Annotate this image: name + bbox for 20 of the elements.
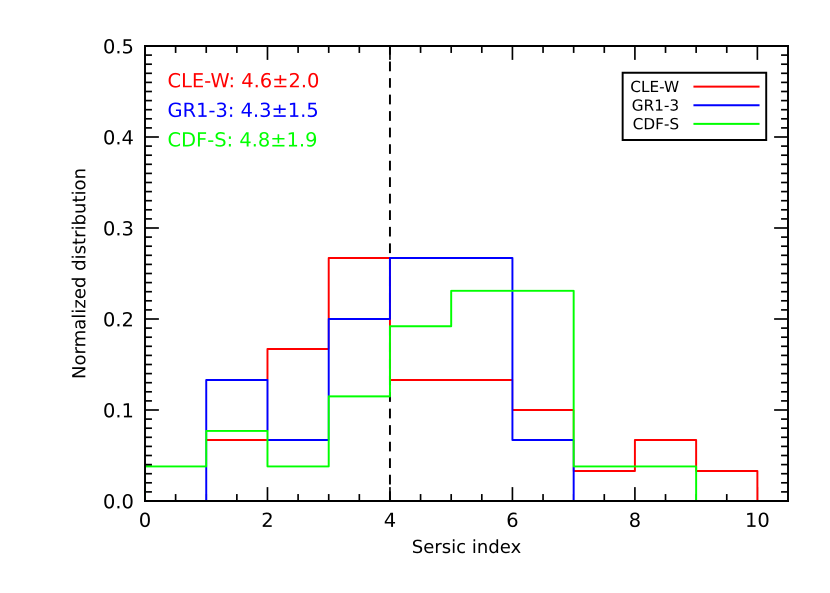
x-tick-label: 10 bbox=[747, 512, 768, 528]
x-tick-label: 8 bbox=[630, 512, 640, 528]
x-tick-label: 2 bbox=[262, 512, 272, 527]
y-tick-label: 0.0 bbox=[104, 494, 133, 509]
annotation: CDF-S: 4.8±1.9 bbox=[168, 132, 316, 147]
annotation: CLE-W: 4.6±2.0 bbox=[168, 72, 318, 88]
y-tick-label: 0.2 bbox=[104, 312, 132, 327]
x-tick-label: 0 bbox=[140, 512, 150, 528]
x-tick-label: 6 bbox=[508, 512, 518, 528]
annotation: GR1-3: 4.3±1.5 bbox=[168, 102, 318, 118]
x-tick-label: 4 bbox=[384, 512, 396, 527]
x-axis-title: Sersic index bbox=[412, 539, 521, 554]
y-tick-label: 0.3 bbox=[104, 220, 132, 236]
legend-label: CLE-W bbox=[631, 80, 679, 92]
legend-label: CDF-S bbox=[634, 118, 678, 130]
y-axis-title: Normalized distribution bbox=[72, 170, 86, 378]
y-tick-label: 0.1 bbox=[104, 402, 132, 418]
y-tick-label: 0.4 bbox=[104, 130, 133, 145]
legend-label: GR1-3 bbox=[632, 99, 678, 111]
y-tick-label: 0.5 bbox=[104, 38, 132, 54]
